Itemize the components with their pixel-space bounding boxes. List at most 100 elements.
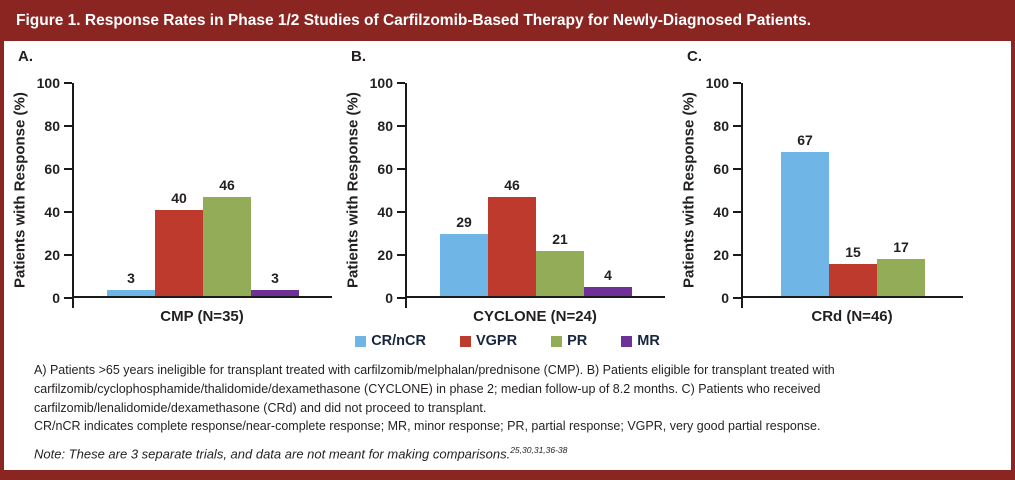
bar-group: 29 46 21 4 [407, 177, 665, 296]
y-tick-label: 100 [705, 75, 729, 91]
y-tick-mark [64, 82, 72, 84]
y-tick-label: 40 [44, 204, 60, 220]
bar-group: 67 15 17 [743, 132, 963, 296]
legend-item-pr: PR [551, 333, 587, 349]
caption-line: CR/nCR indicates complete response/near-… [34, 419, 821, 434]
bar-slot-mr: 4 [584, 267, 632, 296]
y-tick-label: 0 [385, 290, 393, 306]
y-tick-mark [397, 254, 405, 256]
y-tick-mark [733, 297, 741, 299]
y-tick-mark [64, 168, 72, 170]
bar-value-label: 46 [504, 177, 520, 194]
legend-item-vgpr: VGPR [459, 333, 517, 349]
y-tick-label: 80 [713, 118, 729, 134]
y-tick-mark [64, 211, 72, 213]
panel-label-c: C. [687, 48, 702, 65]
bar-slot-cr-ncr: 3 [107, 270, 155, 296]
y-tick-label: 40 [377, 204, 393, 220]
bar-pr [203, 197, 251, 296]
y-tick-mark [397, 168, 405, 170]
y-tick-label: 60 [713, 161, 729, 177]
legend-swatch-icon [355, 335, 367, 347]
bar-cr-ncr [781, 151, 829, 296]
bar-slot-vgpr: 15 [829, 244, 877, 296]
bar-cr-ncr [440, 233, 488, 296]
figure-note: Note: These are 3 separate trials, and d… [34, 445, 567, 461]
legend-swatch-icon [621, 335, 633, 347]
panel-label-b: B. [351, 48, 366, 65]
y-tick-label: 0 [721, 290, 729, 306]
legend: CR/nCR VGPR PR MR [4, 333, 1011, 349]
bar-value-label: 17 [893, 239, 909, 256]
caption-line: carfilzomib/lenalidomide/dexamethasone (… [34, 400, 487, 415]
bar-slot-vgpr: 46 [488, 177, 536, 296]
note-text: Note: These are 3 separate trials, and d… [34, 446, 511, 462]
y-tick-mark [397, 82, 405, 84]
x-axis-title-a: CMP (N=35) [160, 308, 244, 325]
y-axis-label: Patients with Response (%) [11, 92, 29, 289]
bar-slot-vgpr: 40 [155, 190, 203, 296]
charts-row: A. Patients with Response (%) 0 20 40 60 80 1… [4, 41, 1011, 331]
panel-label-a: A. [18, 48, 33, 65]
y-tick-mark [64, 125, 72, 127]
y-tick-mark [733, 125, 741, 127]
legend-label: MR [637, 333, 660, 349]
bar-mr [251, 289, 299, 296]
y-tick-mark [64, 297, 72, 299]
bottom-accent-bar [4, 470, 1011, 480]
caption-line: A) Patients >65 years ineligible for tra… [34, 363, 835, 377]
chart-panel-c: C. Patients with Response (%) 0 20 40 60 80 1… [679, 41, 1005, 331]
legend-label: CR/nCR [371, 333, 426, 349]
chart-panel-b: B. Patients with Response (%) 0 20 40 60 80 1… [343, 41, 669, 331]
bar-slot-pr: 21 [536, 231, 584, 296]
y-tick-mark [733, 168, 741, 170]
y-tick-label: 100 [36, 75, 60, 91]
bar-group: 3 40 46 3 [74, 177, 332, 296]
x-axis-title-b: CYCLONE (N=24) [473, 308, 597, 325]
bar-value-label: 67 [797, 131, 813, 148]
bar-vgpr [155, 210, 203, 296]
y-tick-label: 80 [377, 118, 393, 134]
plot-area-c: 0 20 40 60 80 100 67 15 17 [706, 75, 963, 308]
y-tick-label: 20 [377, 247, 393, 263]
y-tick-label: 20 [713, 247, 729, 263]
bar-slot-pr: 46 [203, 177, 251, 296]
caption-line: carfilzomib/cyclophosphamide/thalidomide… [34, 381, 821, 396]
note-superscript: 25,30,31,36-38 [510, 445, 568, 455]
y-tick-label: 0 [52, 290, 60, 306]
x-axis-title-c: CRd (N=46) [811, 308, 893, 325]
y-tick-label: 80 [44, 118, 60, 134]
y-tick-label: 60 [377, 161, 393, 177]
bar-slot-pr: 17 [877, 239, 925, 296]
legend-item-cr-ncr: CR/nCR [355, 333, 426, 349]
y-axis-label: Patients with Response (%) [344, 92, 362, 289]
figure-title-bar: Figure 1. Response Rates in Phase 1/2 St… [4, 0, 1011, 41]
bar-value-label: 4 [604, 267, 612, 284]
bar-cr-ncr [107, 289, 155, 296]
y-tick-mark [733, 254, 741, 256]
bar-vgpr [829, 263, 877, 296]
bar-value-label: 15 [845, 243, 861, 260]
bar-slot-cr-ncr: 29 [440, 214, 488, 296]
y-tick-label: 40 [713, 204, 729, 220]
bar-slot-cr-ncr: 67 [781, 132, 829, 296]
plot-area-b: 0 20 40 60 80 100 29 46 21 4 [370, 75, 665, 308]
legend-label: PR [567, 333, 588, 349]
y-tick-label: 20 [44, 247, 60, 263]
bar-vgpr [488, 197, 536, 296]
y-tick-mark [733, 211, 741, 213]
legend-item-mr: MR [621, 333, 660, 349]
y-tick-mark [64, 254, 72, 256]
y-axis-label: Patients with Response (%) [680, 92, 698, 289]
bar-slot-mr: 3 [251, 270, 299, 296]
y-tick-label: 100 [369, 75, 393, 91]
y-tick-label: 60 [44, 161, 60, 177]
y-tick-mark [397, 211, 405, 213]
bar-value-label: 3 [271, 269, 279, 286]
chart-panel-a: A. Patients with Response (%) 0 20 40 60 80 1… [10, 41, 336, 331]
bar-pr [877, 259, 925, 296]
y-tick-mark [397, 297, 405, 299]
legend-swatch-icon [551, 335, 563, 347]
plot-area-a: 0 20 40 60 80 100 3 40 46 3 [37, 75, 332, 308]
